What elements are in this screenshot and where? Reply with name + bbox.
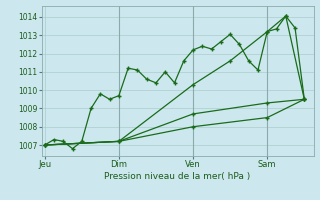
X-axis label: Pression niveau de la mer( hPa ): Pression niveau de la mer( hPa ) xyxy=(104,172,251,181)
